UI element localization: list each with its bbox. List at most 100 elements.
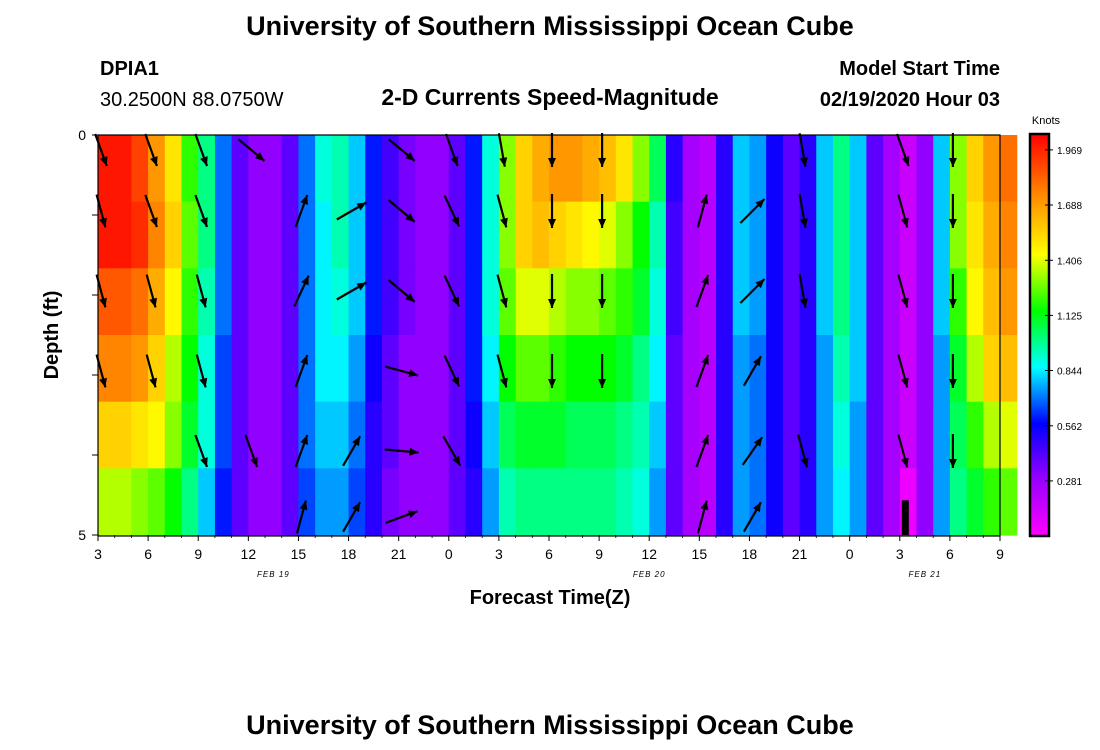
heatmap-cell [832, 335, 851, 403]
heatmap-cell [949, 468, 968, 536]
heatmap-cell [315, 401, 333, 469]
heatmap-cell [131, 401, 149, 469]
heatmap-cell [98, 135, 116, 203]
heatmap-cell [114, 268, 132, 336]
heatmap-cell [331, 268, 350, 336]
current-arrow-head [701, 275, 709, 285]
heatmap-cell [983, 335, 1001, 403]
current-arrow-head [700, 500, 709, 511]
heatmap-cell [148, 468, 166, 536]
heatmap-cell [933, 335, 951, 403]
current-arrow-head [500, 217, 508, 228]
x-tick-label: 6 [144, 546, 152, 562]
heatmap-cell [248, 135, 266, 203]
heatmap-cell [131, 201, 149, 269]
current-arrow-head [948, 379, 957, 388]
heatmap-cell [916, 468, 934, 536]
heatmap-cell [615, 201, 634, 269]
heatmap-cell [749, 468, 767, 536]
x-tick-label: 6 [545, 546, 553, 562]
heatmap-cell [966, 401, 984, 469]
heatmap-cell [532, 401, 550, 469]
heatmap-cell [916, 335, 934, 403]
heatmap-cell [565, 335, 583, 403]
heatmap-cell [716, 201, 734, 269]
date-label: FEB 19 [257, 570, 290, 579]
current-arrow-head [149, 377, 157, 388]
current-arrow-head [356, 202, 367, 211]
heatmap-cell [348, 268, 366, 336]
heatmap-cell [699, 201, 717, 269]
heatmap-cell [615, 468, 634, 536]
y-tick-label: 5 [78, 527, 86, 543]
heatmap-cell [565, 401, 583, 469]
heatmap-cell [766, 401, 784, 469]
current-arrow-head [450, 156, 459, 166]
heatmap-cell [348, 135, 366, 203]
heatmap-cell [933, 135, 951, 203]
heatmap-cell [632, 201, 650, 269]
heatmap-cell [532, 468, 550, 536]
current-vector-arrows [94, 133, 957, 534]
heatmap-cell [916, 268, 934, 336]
heatmap-cell [214, 335, 233, 403]
heatmap-cell [281, 468, 300, 536]
heatmap-cell [799, 335, 817, 403]
heatmap-cell [632, 401, 650, 469]
heatmap-cell [699, 135, 717, 203]
heatmap-cell [415, 135, 433, 203]
heatmap-cell [766, 135, 784, 203]
heatmap-cell [599, 135, 617, 203]
heatmap-cell [164, 468, 183, 536]
heatmap-cell [883, 468, 901, 536]
heatmap-cell [549, 335, 567, 403]
heatmap-cell [114, 335, 132, 403]
speed-heatmap [98, 135, 1018, 536]
colorbar-tick-label: 1.688 [1057, 201, 1082, 212]
heatmap-cell [315, 268, 333, 336]
heatmap-cell [415, 268, 433, 336]
current-arrow-head [548, 379, 556, 388]
heatmap-cell [866, 401, 884, 469]
heatmap-cell [549, 135, 567, 203]
heatmap-cell [582, 468, 600, 536]
heatmap-cell [231, 335, 249, 403]
current-arrow-head [701, 355, 709, 365]
heatmap-cell [866, 268, 884, 336]
heatmap-cell [348, 468, 366, 536]
current-arrow-head [299, 500, 308, 511]
current-arrow-head [451, 376, 459, 387]
heatmap-cell [248, 468, 266, 536]
heatmap-cell [482, 335, 500, 403]
current-arrow-head [408, 369, 419, 377]
heatmap-cell [98, 468, 116, 536]
chart-subtitle: 2-D Currents Speed-Magnitude [381, 84, 718, 110]
current-arrow-head [948, 158, 957, 167]
heatmap-cell [582, 201, 600, 269]
heatmap-cell [716, 335, 734, 403]
heatmap-cell [615, 268, 634, 336]
heatmap-cell [749, 401, 767, 469]
heatmap-cell [532, 201, 550, 269]
heatmap-cell [432, 468, 450, 536]
heatmap-cell [665, 335, 684, 403]
heatmap-cell [716, 135, 734, 203]
current-arrow-head [800, 218, 808, 228]
heatmap-cell [966, 268, 984, 336]
heatmap-cell [649, 201, 667, 269]
current-arrow-head [548, 219, 556, 228]
heatmap-cell [181, 335, 199, 403]
current-arrow-head [800, 298, 808, 308]
heatmap-cell [281, 268, 300, 336]
current-arrow-head [598, 158, 607, 167]
heatmap-cell [98, 335, 116, 403]
footer-title: University of Southern Mississippi Ocean… [246, 710, 854, 740]
heatmap-cell [549, 201, 567, 269]
heatmap-cell [415, 201, 433, 269]
heatmap-cell [365, 468, 383, 536]
heatmap-cell [599, 201, 617, 269]
heatmap-cell [214, 268, 233, 336]
heatmap-cell [198, 135, 216, 203]
heatmap-cell [832, 268, 851, 336]
heatmap-cell [432, 268, 450, 336]
